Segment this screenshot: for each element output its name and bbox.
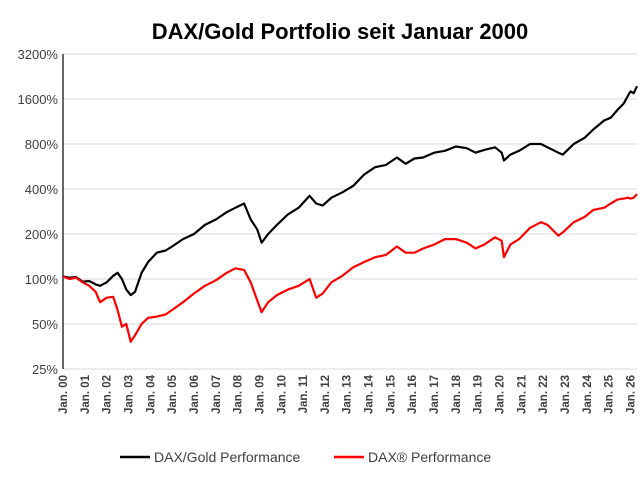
- x-tick-label: Jan. 03: [123, 375, 135, 414]
- legend: DAX/Gold Performance DAX® Performance: [120, 449, 491, 465]
- legend-label-dax: DAX® Performance: [368, 449, 491, 465]
- y-tick-label: 25%: [32, 362, 58, 377]
- x-tick-label: Jan. 01: [80, 374, 92, 414]
- x-tick-label: Jan. 14: [364, 374, 376, 414]
- x-tick-label: Jan. 26: [625, 375, 637, 414]
- x-tick-label: Jan. 04: [145, 374, 157, 414]
- x-tick-label: Jan. 25: [604, 374, 616, 414]
- x-tick-label: Jan. 23: [560, 375, 572, 414]
- x-tick-label: Jan. 21: [516, 374, 528, 414]
- y-tick-label: 100%: [25, 272, 59, 287]
- chart-title: DAX/Gold Portfolio seit Januar 2000: [152, 19, 529, 44]
- y-tick-label: 1600%: [18, 92, 59, 107]
- y-tick-label: 50%: [32, 317, 58, 332]
- x-tick-label: Jan. 22: [538, 375, 550, 414]
- x-tick-label: Jan. 08: [233, 374, 245, 414]
- x-tick-label: Jan. 13: [342, 375, 354, 414]
- x-tick-label: Jan. 15: [385, 374, 397, 414]
- y-tick-label: 3200%: [18, 47, 59, 62]
- x-tick-label: Jan. 16: [407, 375, 419, 414]
- series-lines: [62, 85, 638, 343]
- grid-lines: [63, 53, 637, 370]
- x-tick-label: Jan. 24: [582, 374, 594, 414]
- x-tick-label: Jan. 00: [58, 375, 70, 414]
- legend-label-dax-gold: DAX/Gold Performance: [154, 449, 300, 465]
- x-tick-label: Jan. 09: [254, 375, 266, 414]
- y-tick-label: 200%: [25, 227, 59, 242]
- x-tick-label: Jan. 06: [189, 375, 201, 414]
- x-tick-label: Jan. 12: [320, 375, 332, 414]
- y-tick-label: 800%: [25, 137, 59, 152]
- x-tick-label: Jan. 07: [211, 375, 223, 414]
- y-tick-labels: 25% 50% 100% 200% 400% 800% 1600% 3200%: [18, 47, 59, 377]
- x-tick-label: Jan. 10: [276, 375, 288, 414]
- x-tick-label: Jan. 20: [495, 375, 507, 414]
- dax-performance-line: [62, 193, 638, 343]
- x-tick-labels: Jan. 00 Jan. 01 Jan. 02 Jan. 03 Jan. 04 Jan. …: [58, 374, 637, 414]
- dax-gold-performance-line: [62, 85, 638, 297]
- x-tick-label: Jan. 17: [429, 375, 441, 414]
- x-tick-label: Jan. 05: [167, 374, 179, 414]
- y-tick-label: 400%: [25, 182, 59, 197]
- x-tick-label: Jan. 11: [298, 374, 310, 413]
- x-tick-label: Jan. 02: [102, 375, 114, 414]
- x-tick-label: Jan. 18: [451, 374, 463, 414]
- x-tick-label: Jan. 19: [473, 375, 485, 414]
